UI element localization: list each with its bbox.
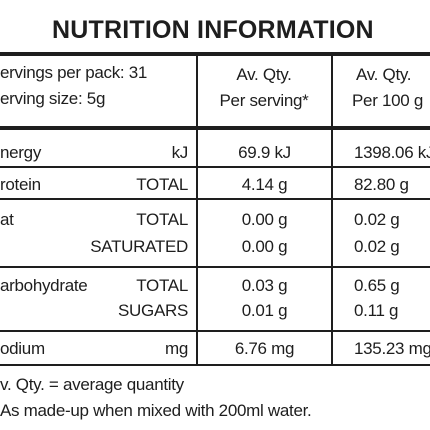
value-per-serving: 0.01 g (241, 301, 288, 320)
nutrient-name: arbohydrate (0, 276, 88, 295)
nutrient-name: at (0, 210, 14, 229)
row-divider (0, 198, 430, 200)
nutrient-name: nergy (0, 143, 42, 162)
nutrient-name: odium (0, 339, 45, 358)
value-per-serving: 0.03 g (241, 276, 288, 295)
column-rule-1 (196, 52, 198, 364)
col-per-serving-label-2: Per serving* (219, 91, 309, 110)
nutrient-name: rotein (0, 175, 41, 194)
value-per-100g: 135.23 mg (354, 339, 430, 358)
table-bottom-rule (0, 364, 430, 366)
footnote-made-up: As made-up when mixed with 200ml water. (0, 401, 312, 420)
value-per-100g: 82.80 g (354, 175, 409, 194)
col-per-100g-label-1: Av. Qty. (356, 65, 412, 84)
nutrient-qualifier: SATURATED (90, 237, 188, 256)
value-per-100g: 0.11 g (354, 301, 399, 320)
row-divider (0, 330, 430, 332)
value-per-serving: 0.00 g (241, 210, 288, 229)
col-per-serving-label-1: Av. Qty. (236, 65, 292, 84)
nutrient-qualifier: kJ (171, 143, 189, 162)
column-rule-2 (331, 52, 333, 364)
value-per-serving: 4.14 g (241, 175, 288, 194)
nutrient-qualifier: mg (164, 339, 188, 358)
row-divider (0, 166, 430, 168)
value-per-100g: 0.65 g (354, 276, 400, 295)
row-divider (0, 266, 430, 268)
servings-per-pack: ervings per pack: 31 (0, 63, 148, 82)
title-divider (0, 52, 430, 56)
col-per-100g-label-2: Per 100 g (352, 91, 424, 110)
value-per-serving: 0.00 g (241, 237, 288, 256)
nutrient-qualifier: TOTAL (136, 175, 188, 194)
panel-title: NUTRITION INFORMATION (52, 16, 374, 44)
value-per-serving: 6.76 mg (234, 339, 295, 358)
value-per-serving: 69.9 kJ (238, 143, 291, 162)
nutrient-qualifier: TOTAL (136, 276, 188, 295)
nutrient-qualifier: SUGARS (118, 301, 188, 320)
value-per-100g: 0.02 g (354, 237, 400, 256)
footnote-average-quantity: v. Qty. = average quantity (0, 375, 184, 394)
value-per-100g: 1398.06 kJ (354, 143, 430, 162)
serving-size: erving size: 5g (0, 89, 106, 108)
value-per-100g: 0.02 g (354, 210, 400, 229)
header-divider (0, 126, 430, 130)
nutrient-qualifier: TOTAL (136, 210, 188, 229)
